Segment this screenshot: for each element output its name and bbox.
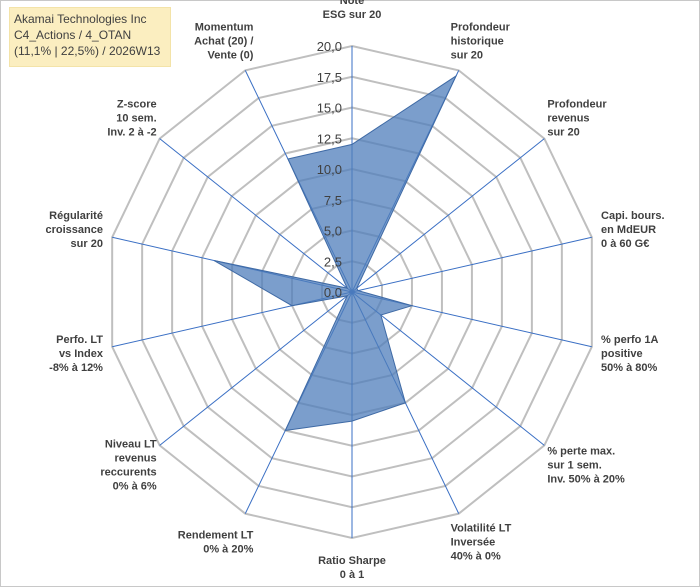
series-area bbox=[213, 74, 458, 432]
axis-label: % perte max. sur 1 sem. Inv. 50% à 20% bbox=[547, 445, 625, 485]
title-line-stats: (11,1% | 22,5%) / 2026W13 bbox=[14, 44, 161, 58]
axis-label: Rendement LT 0% à 20% bbox=[178, 529, 254, 555]
axis-label: Momentum Achat (20) / Vente (0) bbox=[194, 22, 254, 62]
axis-spoke bbox=[159, 291, 353, 446]
axis-label: Ratio Sharpe 0 à 1 bbox=[318, 555, 386, 581]
tick-label: 17,5 bbox=[317, 70, 342, 85]
tick-label: 7,5 bbox=[324, 193, 342, 208]
axis-label: Profondeur revenus sur 20 bbox=[547, 99, 607, 139]
radial-tick-labels: 0,0 2,5 5,0 7,5 10,0 12,5 15,0 17,5 20,0 bbox=[317, 39, 342, 300]
axis-label: Z-score 10 sem. Inv. 2 à -2 bbox=[107, 99, 156, 139]
axis-label: Volatilité LT Inversée 40% à 0% bbox=[451, 522, 512, 562]
axis-label: % perfo 1A positive 50% à 80% bbox=[601, 334, 659, 374]
axis-label: Régularité croissance sur 20 bbox=[45, 210, 102, 250]
axis-label: Niveau LT revenus reccurents 0% à 6% bbox=[100, 438, 157, 492]
axis-label: Perfo. LT vs Index -8% à 12% bbox=[49, 334, 104, 374]
title-line-company: Akamai Technologies Inc bbox=[14, 12, 147, 26]
axis-labels: Note ESG sur 20 Profondeur historique sur 20… bbox=[45, 0, 664, 581]
chart-title-box: Akamai Technologies Inc C4_Actions / 4_O… bbox=[9, 7, 171, 67]
tick-label: 5,0 bbox=[324, 224, 342, 239]
title-line-portfolio: C4_Actions / 4_OTAN bbox=[14, 28, 132, 42]
axis-spoke bbox=[351, 291, 545, 446]
axis-spoke bbox=[351, 236, 592, 293]
axis-label: Profondeur historique sur 20 bbox=[451, 22, 511, 62]
axis-label: Note ESG sur 20 bbox=[323, 0, 382, 21]
tick-label: 12,5 bbox=[317, 131, 342, 146]
tick-label: 15,0 bbox=[317, 101, 342, 116]
tick-label: 10,0 bbox=[317, 162, 342, 177]
axis-label: Capi. bours. en MdEUR 0 à 60 G€ bbox=[601, 210, 665, 250]
axis-spoke bbox=[159, 138, 353, 293]
tick-label: 2,5 bbox=[324, 254, 342, 269]
tick-label: 0,0 bbox=[324, 285, 342, 300]
tick-label: 20,0 bbox=[317, 39, 342, 54]
axis-spoke bbox=[351, 138, 545, 293]
radar-series bbox=[213, 74, 458, 432]
